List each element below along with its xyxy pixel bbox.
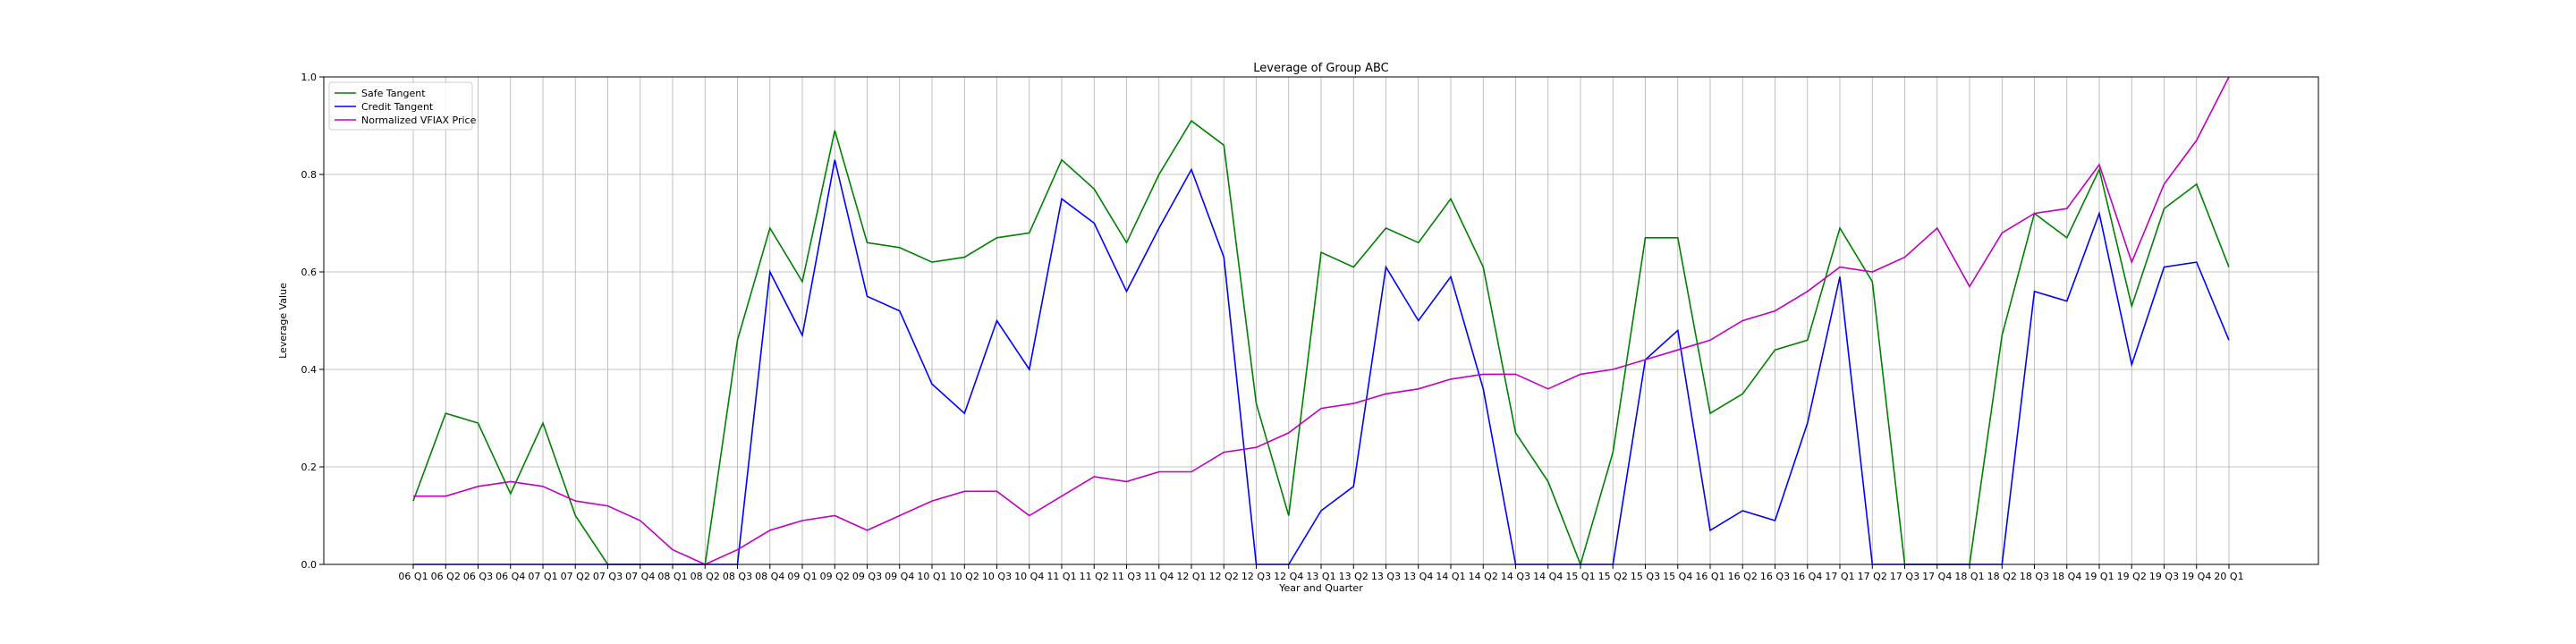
x-tick-label: 06 Q4 (496, 571, 525, 582)
x-tick-label: 09 Q3 (852, 571, 882, 582)
y-tick-label: 0.6 (301, 267, 318, 278)
x-tick-label: 12 Q3 (1241, 571, 1271, 582)
x-tick-label: 11 Q4 (1144, 571, 1174, 582)
legend-label: Normalized VFIAX Price (361, 114, 477, 126)
y-tick-label: 0.8 (301, 169, 318, 181)
axis-ticks: 06 Q1 06 Q2 06 Q3 06 Q4 07 Q1 07 Q2 07 Q3 07 Q4… (301, 72, 2244, 582)
series-line-2 (413, 76, 2230, 565)
x-tick-label: 16 Q3 (1760, 571, 1790, 582)
x-tick-label: 06 Q3 (463, 571, 493, 582)
x-tick-label: 15 Q1 (1565, 571, 1595, 582)
x-tick-label: 18 Q3 (2020, 571, 2049, 582)
x-tick-label: 08 Q2 (691, 571, 720, 582)
x-tick-label: 11 Q1 (1046, 571, 1076, 582)
x-tick-label: 13 Q4 (1403, 571, 1433, 582)
y-axis-label: Leverage Value (277, 283, 289, 359)
x-tick-label: 19 Q1 (2084, 571, 2114, 582)
x-tick-label: 08 Q1 (657, 571, 687, 582)
x-tick-label: 17 Q4 (1922, 571, 1952, 582)
x-tick-label: 09 Q1 (787, 571, 817, 582)
x-tick-label: 10 Q3 (982, 571, 1012, 582)
x-tick-label: 18 Q2 (1987, 571, 2017, 582)
x-tick-label: 07 Q3 (593, 571, 623, 582)
legend-box (328, 81, 473, 131)
x-tick-label: 14 Q4 (1533, 571, 1563, 582)
x-tick-label: 08 Q3 (723, 571, 752, 582)
x-tick-label: 16 Q2 (1728, 571, 1758, 582)
x-tick-label: 19 Q4 (2182, 571, 2211, 582)
x-tick-label: 13 Q3 (1371, 571, 1401, 582)
x-tick-label: 17 Q2 (1858, 571, 1887, 582)
x-tick-label: 13 Q1 (1306, 571, 1335, 582)
legend-label: Safe Tangent (361, 88, 426, 99)
x-tick-label: 15 Q3 (1631, 571, 1660, 582)
legend-label: Credit Tangent (361, 101, 434, 113)
chart-title: Leverage of Group ABC (1253, 62, 1388, 75)
x-tick-label: 18 Q4 (2052, 571, 2081, 582)
x-tick-label: 14 Q1 (1436, 571, 1465, 582)
x-tick-label: 15 Q2 (1598, 571, 1628, 582)
x-tick-label: 06 Q2 (431, 571, 461, 582)
x-tick-label: 11 Q2 (1080, 571, 1109, 582)
x-tick-label: 19 Q2 (2117, 571, 2147, 582)
x-tick-label: 10 Q2 (950, 571, 979, 582)
x-tick-label: 10 Q4 (1014, 571, 1044, 582)
y-tick-label: 1.0 (301, 72, 318, 83)
x-tick-label: 19 Q3 (2149, 571, 2179, 582)
x-tick-label: 17 Q3 (1890, 571, 1919, 582)
x-axis-label: Year and Quarter (1278, 582, 1363, 594)
y-tick-label: 0.0 (301, 559, 318, 571)
x-tick-label: 14 Q3 (1501, 571, 1530, 582)
x-tick-label: 16 Q4 (1792, 571, 1822, 582)
x-tick-label: 10 Q1 (917, 571, 946, 582)
x-tick-label: 12 Q1 (1176, 571, 1206, 582)
x-tick-label: 07 Q2 (561, 571, 590, 582)
x-tick-label: 12 Q4 (1274, 571, 1303, 582)
x-tick-label: 18 Q1 (1954, 571, 1984, 582)
x-tick-label: 12 Q2 (1209, 571, 1239, 582)
x-tick-label: 07 Q1 (528, 571, 557, 582)
x-tick-label: 06 Q1 (398, 571, 428, 582)
x-tick-label: 09 Q4 (885, 571, 914, 582)
y-tick-label: 0.2 (301, 462, 318, 473)
y-tick-label: 0.4 (301, 364, 318, 376)
x-tick-label: 07 Q4 (625, 571, 655, 582)
x-tick-label: 16 Q1 (1695, 571, 1724, 582)
x-tick-label: 17 Q1 (1825, 571, 1854, 582)
x-tick-label: 15 Q4 (1663, 571, 1692, 582)
x-tick-label: 08 Q4 (755, 571, 784, 582)
x-tick-label: 13 Q2 (1339, 571, 1368, 582)
x-tick-label: 20 Q1 (2214, 571, 2243, 582)
x-tick-label: 09 Q2 (820, 571, 850, 582)
x-tick-label: 14 Q2 (1469, 571, 1498, 582)
x-tick-label: 11 Q3 (1112, 571, 1141, 582)
